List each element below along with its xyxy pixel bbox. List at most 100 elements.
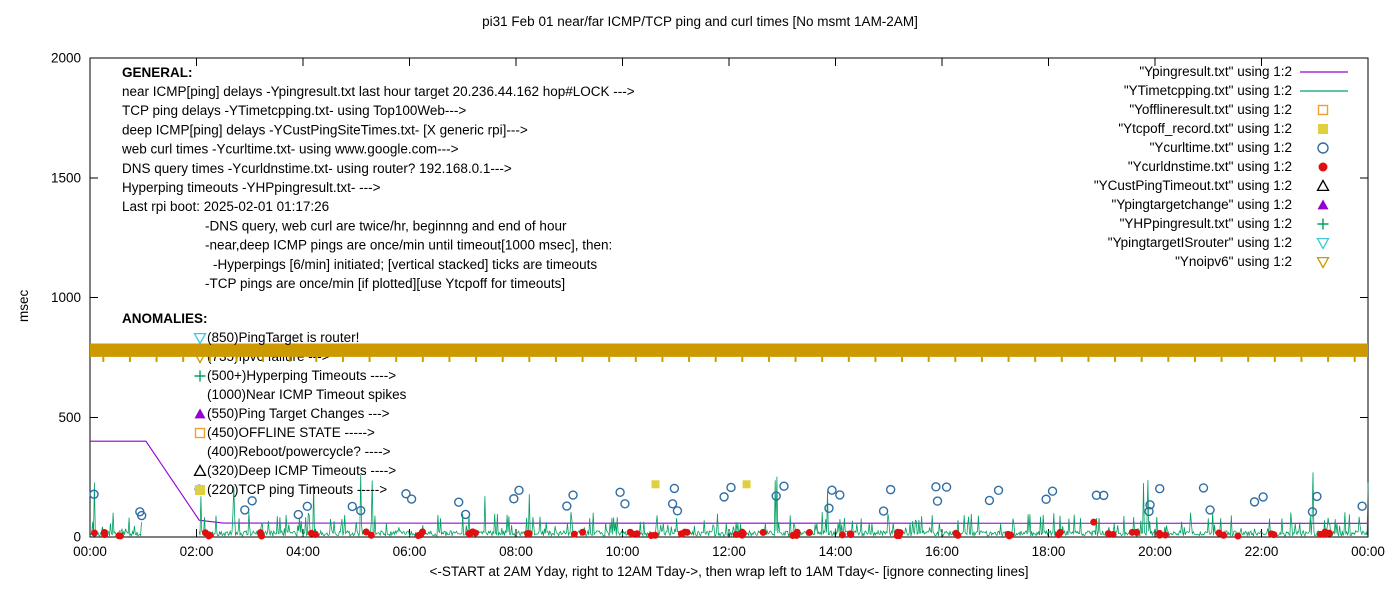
- series-Ycurltime.txt: [1258, 492, 1268, 502]
- series-Ycurltime.txt: [240, 505, 250, 515]
- series-Ycurldnstime.txt: [1234, 532, 1242, 540]
- legend-sample: [1316, 237, 1330, 250]
- series-Ycurldnstime.txt: [677, 530, 685, 538]
- anomaly-marker: [194, 427, 206, 439]
- x-tick-label: 12:00: [712, 544, 746, 559]
- series-Ycurldnstime.txt: [205, 532, 213, 540]
- series-Ycurldnstime.txt: [1090, 518, 1098, 526]
- legend-label: "Ypingtargetchange" using 1:2: [1112, 197, 1292, 212]
- y-tick-label: 2000: [51, 51, 81, 66]
- series-Ycurltime.txt: [1047, 486, 1058, 496]
- series-Ycurldnstime.txt: [683, 528, 691, 536]
- legend-label: "Ynoipv6" using 1:2: [1175, 254, 1292, 269]
- legend-sample: [1317, 142, 1329, 154]
- series-Ycurltime.txt: [1155, 484, 1165, 494]
- series-Ycurldnstime.txt: [1156, 529, 1164, 537]
- general-line: Hyperping timeouts -YHPpingresult.txt- -…: [122, 180, 381, 195]
- legend-label: "Yofflineresult.txt" using 1:2: [1129, 102, 1292, 117]
- general-line: -DNS query, web curl are twice/hr, begin…: [205, 218, 567, 233]
- x-tick-label: 18:00: [1032, 544, 1066, 559]
- anomaly-text: (450)OFFLINE STATE ----->: [207, 425, 375, 440]
- series-Ycurltime.txt: [568, 490, 578, 500]
- anomaly-marker: [195, 485, 205, 495]
- y-axis-label: msec: [16, 289, 31, 322]
- series-Ycurltime.txt: [406, 494, 417, 504]
- series-Ycurldnstime.txt: [1220, 531, 1228, 539]
- series-Ycurldnstime.txt: [895, 532, 903, 540]
- anomaly-text: (1000)Near ICMP Timeout spikes: [207, 387, 407, 402]
- series-Ycurldnstime.txt: [793, 528, 801, 536]
- series-Ycurldnstime.txt: [1161, 531, 1169, 539]
- anomaly-text: (320)Deep ICMP Timeouts ---->: [207, 463, 396, 478]
- series-Ycurldnstime.txt: [471, 529, 479, 537]
- series-Ycurltime.txt: [1041, 494, 1051, 504]
- series-Ycurldnstime.txt: [738, 528, 746, 536]
- x-tick-label: 10:00: [606, 544, 640, 559]
- series-Ycurltime.txt: [827, 485, 837, 495]
- series-Ycurltime.txt: [941, 482, 952, 492]
- series-Ycurltime.txt: [347, 501, 357, 512]
- general-heading: GENERAL:: [122, 65, 193, 80]
- series-Ycurldnstime.txt: [101, 531, 109, 539]
- legend-label: "YHPpingresult.txt" using 1:2: [1120, 216, 1292, 231]
- series-Ycurldnstime.txt: [115, 532, 123, 540]
- series-Ycurltime.txt: [878, 506, 889, 516]
- series-Ypingresult.txt: [90, 440, 1369, 524]
- series-Ycurldnstime.txt: [367, 531, 375, 539]
- series-Ycurldnstime.txt: [307, 529, 315, 537]
- y-tick-label: 1500: [51, 170, 81, 185]
- legend-sample: [1316, 179, 1330, 192]
- x-tick-label: 16:00: [925, 544, 959, 559]
- chart-title: pi31 Feb 01 near/far ICMP/TCP ping and c…: [482, 14, 918, 29]
- y-tick-label: 500: [58, 410, 81, 425]
- series-Ycurltime.txt: [1099, 490, 1109, 501]
- series-Ycurltime.txt: [726, 482, 736, 493]
- series-Ycurltime.txt: [615, 487, 625, 497]
- legend-sample: [1318, 162, 1328, 172]
- legend-sample: [1317, 218, 1329, 230]
- series-Ycurltime.txt: [932, 496, 943, 506]
- series-Ycurldnstime.txt: [90, 529, 98, 537]
- series-Ycurltime.txt: [454, 497, 464, 507]
- series-Ycurltime.txt: [824, 503, 834, 513]
- series-Ycurldnstime.txt: [525, 530, 533, 538]
- series-Ycurltime.txt: [1145, 500, 1155, 510]
- series-Ycurldnstime.txt: [362, 528, 370, 536]
- series-Ycurltime.txt: [885, 484, 896, 495]
- general-line: -Hyperpings [6/min] initiated; [vertical…: [213, 257, 597, 272]
- series-Ycurltime.txt: [509, 494, 519, 504]
- series-Ytcpoff_record.txt: [742, 480, 751, 489]
- series-YTimetcpping.txt: [89, 482, 142, 538]
- legend-sample: [1318, 124, 1328, 134]
- series-Ycurldnstime.txt: [952, 529, 960, 537]
- anomaly-marker: [193, 464, 207, 477]
- anomaly-text: (500+)Hyperping Timeouts ---->: [207, 368, 396, 383]
- general-line: TCP ping delays -YTimetcpping.txt- using…: [122, 103, 466, 118]
- legend-label: "Ytcpoff_record.txt" using 1:2: [1118, 121, 1292, 136]
- x-tick-label: 14:00: [819, 544, 853, 559]
- series-Ycurltime.txt: [562, 501, 572, 511]
- anomaly-marker: [193, 332, 207, 345]
- series-Ycurldnstime.txt: [465, 529, 473, 537]
- series-Ycurldnstime.txt: [1267, 530, 1275, 538]
- x-tick-label: 20:00: [1138, 544, 1172, 559]
- series-Ycurltime.txt: [1357, 501, 1367, 511]
- series-Ycurltime.txt: [779, 481, 789, 491]
- legend-sample: [1316, 256, 1330, 269]
- series-Ycurldnstime.txt: [1109, 530, 1117, 538]
- series-Ycurltime.txt: [1144, 506, 1154, 517]
- series-Ycurltime.txt: [669, 483, 680, 494]
- series-Ycurltime.txt: [1091, 490, 1102, 500]
- series-Ycurldnstime.txt: [732, 531, 740, 539]
- series-Ycurldnstime.txt: [579, 528, 587, 536]
- x-tick-label: 04:00: [286, 544, 320, 559]
- series-Ytcpoff_record.txt: [651, 480, 660, 489]
- anomaly-text: (550)Ping Target Changes --->: [207, 406, 390, 421]
- general-line: -TCP pings are once/min [if plotted][use…: [205, 276, 565, 291]
- x-tick-label: 00:00: [73, 544, 107, 559]
- x-tick-label: 00:00: [1351, 544, 1385, 559]
- anomaly-marker: [194, 408, 206, 419]
- series-Ycurltime.txt: [293, 509, 304, 520]
- legend-label: "YCustPingTimeout.txt" using 1:2: [1094, 178, 1292, 193]
- series-Ycurltime.txt: [514, 485, 524, 496]
